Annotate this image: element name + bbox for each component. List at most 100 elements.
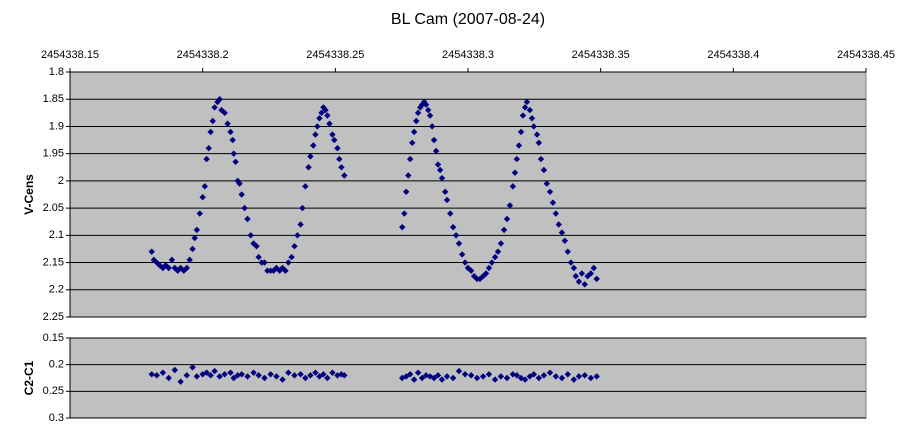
- data-point: [414, 109, 422, 117]
- y-tick-label: 2: [58, 175, 64, 187]
- y-axis-title: V-Cens: [22, 174, 36, 215]
- data-point: [564, 248, 571, 255]
- data-point: [207, 128, 214, 136]
- data-point: [302, 183, 309, 190]
- data-point: [581, 372, 588, 379]
- data-point: [148, 248, 155, 255]
- data-point: [494, 248, 502, 255]
- data-point: [307, 372, 314, 379]
- data-point: [307, 153, 314, 160]
- data-point: [509, 183, 517, 190]
- data-point: [485, 371, 493, 378]
- y-tick-label: 2.05: [43, 202, 64, 214]
- y-tick-label: 0.25: [43, 385, 64, 397]
- data-point: [285, 369, 292, 376]
- data-point: [426, 112, 434, 119]
- data-point: [241, 204, 248, 212]
- data-point: [513, 155, 521, 163]
- data-point: [593, 275, 600, 283]
- y-axis-title: C2-C1: [22, 360, 36, 395]
- data-point: [165, 374, 172, 382]
- data-point: [521, 376, 529, 383]
- data-point: [244, 215, 251, 223]
- y-tick-label: 0.3: [49, 412, 64, 424]
- data-point: [503, 374, 511, 382]
- data-point: [232, 158, 239, 166]
- data-point: [488, 259, 496, 266]
- data-point: [552, 373, 560, 380]
- data-point: [497, 373, 505, 380]
- data-point: [224, 120, 231, 127]
- data-point: [461, 259, 469, 266]
- data-point: [288, 253, 295, 261]
- data-point: [546, 188, 554, 195]
- data-point: [207, 372, 214, 379]
- data-point: [535, 139, 543, 146]
- y-tick-label: 0.15: [43, 332, 64, 344]
- data-point: [449, 374, 457, 382]
- data-point: [338, 164, 345, 171]
- data-point: [282, 267, 289, 274]
- x-tick-label: 2454338.25: [306, 49, 364, 61]
- data-point: [491, 253, 499, 261]
- y-tick-label: 1.85: [43, 93, 64, 105]
- y-tick-label: 1.9: [49, 120, 64, 132]
- data-point: [473, 374, 481, 382]
- data-point: [430, 136, 438, 144]
- data-point: [575, 278, 583, 285]
- data-point: [299, 204, 306, 212]
- data-point: [324, 112, 331, 119]
- data-point: [421, 98, 428, 106]
- x-tick-label: 2454338.2: [177, 49, 229, 61]
- data-point: [537, 155, 545, 163]
- data-point: [581, 281, 588, 288]
- data-point: [515, 142, 523, 149]
- data-point: [250, 369, 257, 376]
- data-point: [513, 372, 521, 379]
- data-point: [203, 155, 210, 163]
- data-point: [402, 188, 410, 195]
- data-point: [511, 169, 519, 176]
- data-point: [410, 376, 418, 383]
- data-point: [455, 367, 463, 375]
- data-point: [316, 115, 323, 122]
- data-point: [191, 234, 198, 242]
- data-point: [159, 264, 167, 272]
- data-point: [261, 374, 268, 382]
- y-tick-label: 1.8: [49, 66, 64, 78]
- data-point: [322, 106, 329, 114]
- data-point: [413, 117, 420, 125]
- data-point: [238, 191, 245, 198]
- data-point: [255, 372, 262, 379]
- data-point: [189, 364, 196, 371]
- data-point: [461, 371, 469, 378]
- data-point: [584, 272, 591, 280]
- y-tick-label: 0.2: [49, 359, 64, 371]
- data-point: [247, 232, 254, 239]
- data-point: [406, 371, 414, 378]
- data-point: [517, 128, 525, 136]
- data-point: [482, 270, 490, 277]
- data-point: [318, 109, 325, 117]
- data-point: [314, 123, 321, 130]
- data-point: [214, 98, 221, 106]
- data-point: [438, 376, 446, 383]
- data-point: [549, 199, 557, 206]
- data-point: [216, 373, 223, 380]
- data-point: [447, 210, 454, 217]
- data-point: [401, 210, 408, 217]
- chart-title: BL Cam (2007-08-24): [391, 11, 545, 28]
- data-point: [449, 223, 457, 231]
- data-point: [148, 371, 155, 378]
- data-point: [561, 237, 569, 244]
- y-tick-label: 2.25: [43, 311, 64, 323]
- y-tick-label: 2.15: [43, 256, 64, 268]
- data-point: [479, 373, 487, 380]
- y-tick-label: 1.95: [43, 148, 64, 160]
- data-point: [452, 232, 460, 239]
- data-point: [291, 243, 298, 250]
- data-point: [575, 373, 583, 380]
- data-point: [567, 259, 575, 266]
- data-point: [428, 123, 436, 130]
- data-point: [203, 369, 210, 376]
